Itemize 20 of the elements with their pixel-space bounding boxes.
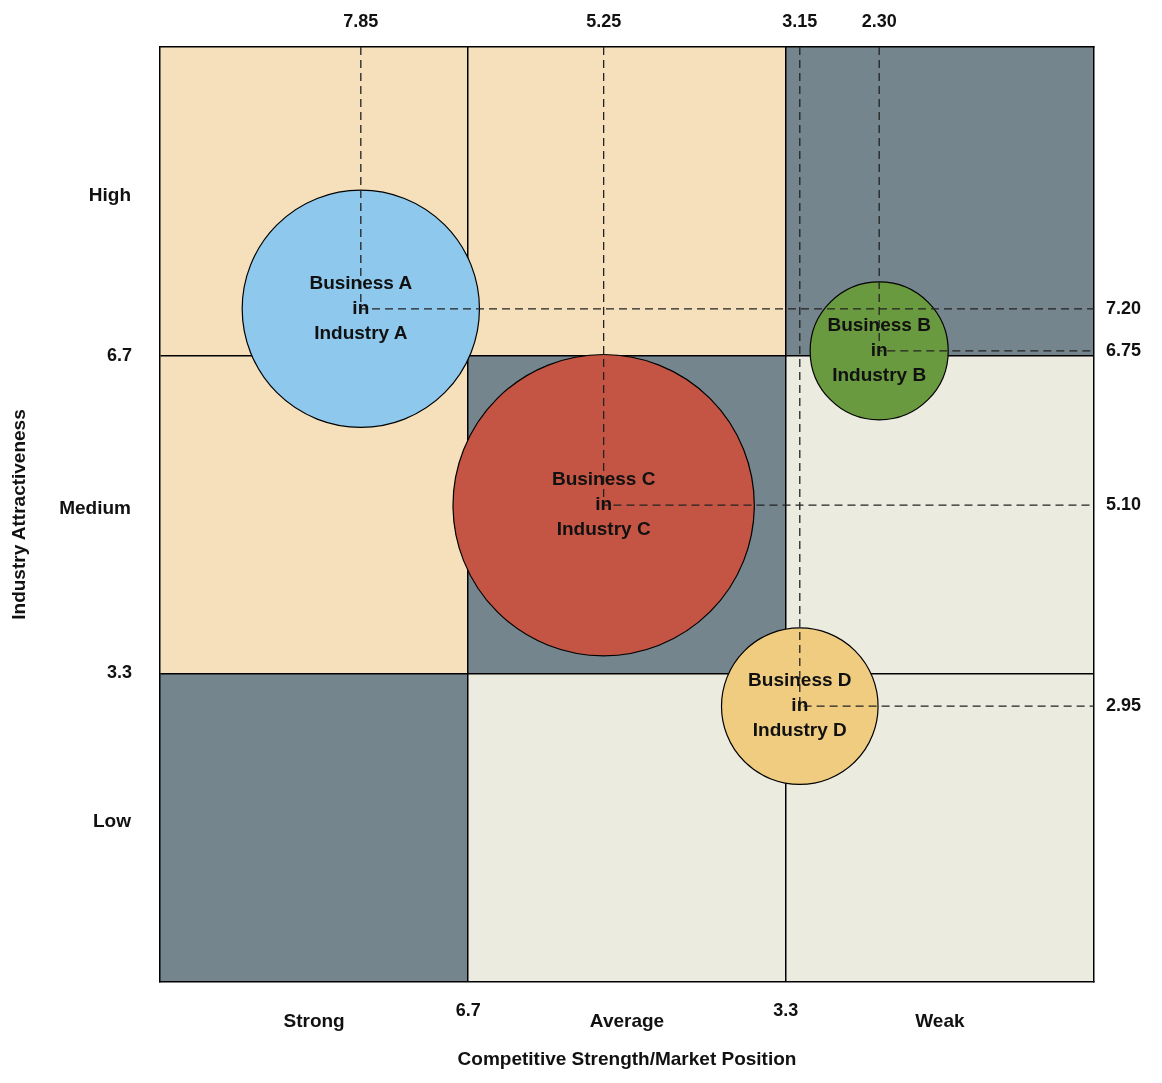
text: High [88, 183, 131, 205]
text: Average [589, 1010, 665, 1032]
series-label: Business C in Industry C [551, 468, 656, 540]
x-axis-title: Competitive Strength/Market Position [457, 1047, 797, 1069]
y2-tick-label: 2.95 [1106, 695, 1142, 716]
y2-tick-label: 6.75 [1106, 339, 1142, 360]
x2-tick-label: 5.25 [586, 11, 622, 32]
text: Medium [59, 496, 131, 518]
text: Low [93, 809, 132, 831]
text: Weak [915, 1010, 965, 1032]
series-label: Business A in Industry A [309, 272, 413, 344]
text: Strong [283, 1010, 345, 1032]
series-label: Business D in Industry D [748, 669, 852, 741]
y2-tick-label: 7.20 [1106, 297, 1142, 318]
series-label: Business B in Industry B [827, 314, 931, 386]
x2-tick-label: 7.85 [343, 11, 379, 32]
x2-tick-label: 2.30 [861, 11, 897, 32]
y2-tick-label: 5.10 [1106, 494, 1142, 515]
x2-tick-label: 3.15 [782, 11, 818, 32]
y-axis-title: Industry Attractiveness [7, 409, 29, 620]
